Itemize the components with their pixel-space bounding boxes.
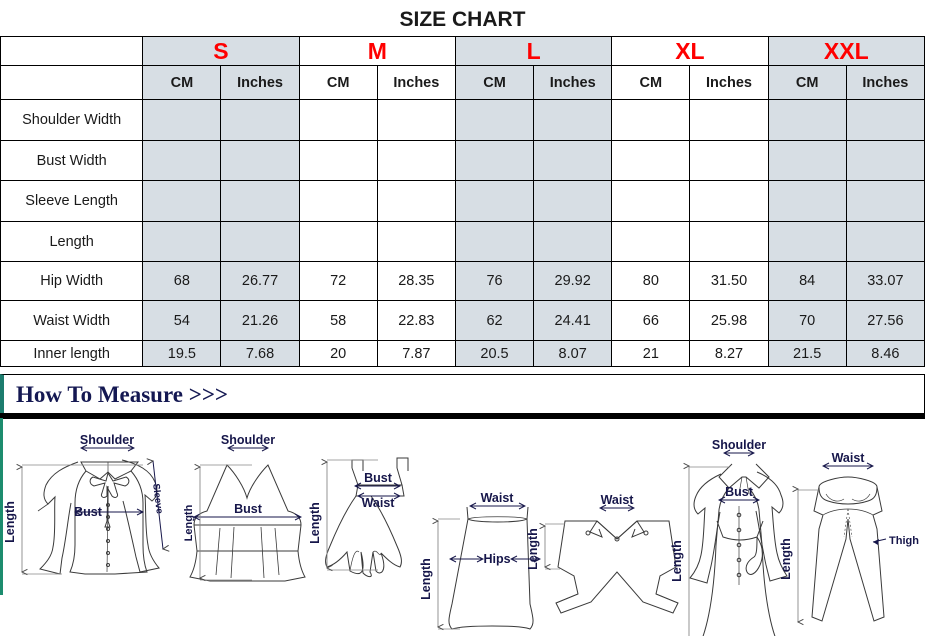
svg-text:Length: Length [3, 501, 17, 543]
svg-text:Shoulder: Shoulder [712, 438, 766, 452]
svg-text:Bust: Bust [74, 505, 103, 519]
svg-text:Length: Length [183, 504, 195, 541]
svg-text:Waist: Waist [601, 493, 635, 507]
svg-text:Length: Length [779, 538, 793, 580]
svg-text:Thigh: Thigh [889, 535, 919, 547]
svg-text:Sleeve: Sleeve [150, 483, 165, 514]
svg-text:Shoulder: Shoulder [221, 433, 275, 447]
svg-text:Length: Length [308, 502, 322, 544]
svg-text:Length: Length [419, 558, 433, 600]
svg-text:Length: Length [670, 540, 684, 582]
svg-text:Hips: Hips [483, 552, 510, 566]
svg-text:Bust: Bust [234, 502, 263, 516]
svg-text:Shoulder: Shoulder [80, 433, 134, 447]
svg-text:Length: Length [526, 528, 540, 570]
svg-text:Bust: Bust [725, 485, 754, 499]
svg-text:Bust: Bust [364, 471, 393, 485]
svg-text:Waist: Waist [362, 496, 396, 510]
svg-text:Waist: Waist [481, 491, 515, 505]
svg-text:Waist: Waist [832, 451, 866, 465]
